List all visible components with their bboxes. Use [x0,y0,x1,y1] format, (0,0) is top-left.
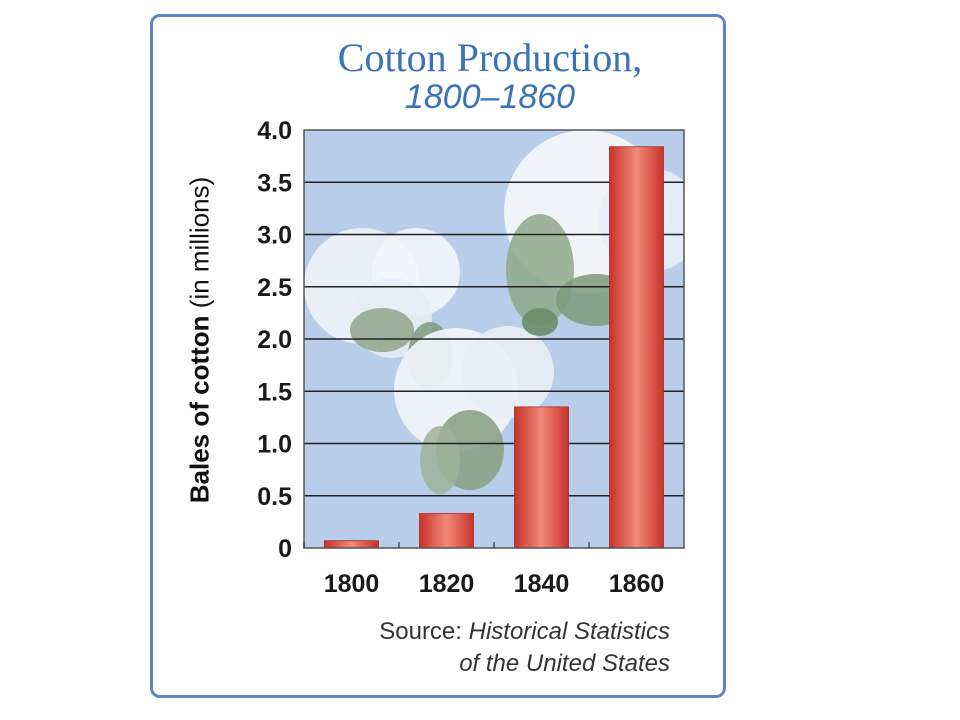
x-tick-label: 1820 [419,570,475,598]
y-axis-label: Bales of cotton (in millions) [185,177,216,504]
y-tick-label: 3.5 [257,169,292,197]
y-tick-label: 2.5 [257,274,292,302]
y-tick-label: 2.0 [257,326,292,354]
bar-1800 [324,540,379,549]
chart-subtitle: 1800–1860 [404,78,576,116]
bar-1860 [609,146,664,549]
source-note: Source: Historical Statistics of the Uni… [379,616,670,680]
y-tick-label: 1.0 [257,431,292,459]
source-prefix: Source: [379,618,462,645]
y-tick-label: 4.0 [257,117,292,145]
chart-title: Cotton Production, [337,35,643,80]
x-axis-ticks: 1800 1820 1840 1860 [303,542,665,598]
source-title-line1: Historical Statistics [468,618,670,645]
y-axis-label-main: Bales of cotton [184,315,215,504]
y-tick-label: 0.5 [257,483,292,511]
y-tick-label: 1.5 [257,378,292,406]
y-axis-label-unit: (in millions) [184,176,215,309]
bars [324,146,664,549]
y-tick-label: 3.0 [257,222,292,250]
x-tick-label: 1840 [514,570,570,598]
bar-1820 [419,513,474,549]
x-tick-label: 1860 [609,570,665,598]
y-axis-ticks: 0 0.5 1.0 1.5 2.0 2.5 3.0 3.5 4.0 [257,117,292,563]
bar-1840 [514,406,569,549]
y-tick-label: 0 [278,535,292,563]
x-tick-label: 1800 [324,570,380,598]
source-title-line2: of the United States [459,650,670,677]
